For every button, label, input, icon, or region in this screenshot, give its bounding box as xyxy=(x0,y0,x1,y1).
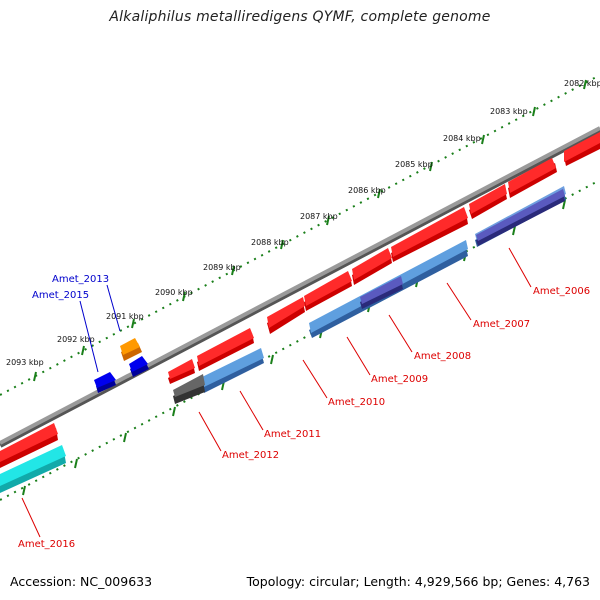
blue-gene-feature xyxy=(129,356,148,372)
scale-label: 2089 kbp xyxy=(203,263,241,272)
gene-feature xyxy=(168,359,195,379)
scale-label: 2085 kbp xyxy=(395,160,433,169)
scale-label: 2083 kbp xyxy=(490,107,528,116)
scale-label: 2084 kbp xyxy=(443,134,481,143)
scale-label: 2093 kbp xyxy=(6,358,44,367)
gene-labels: Amet_2006 Amet_2007 Amet_2008 Amet_2009 … xyxy=(18,274,590,550)
inner-ruler-line xyxy=(0,179,600,501)
leader-lines-red xyxy=(21,247,532,538)
gene-label: Amet_2009 xyxy=(371,374,428,385)
small-features xyxy=(94,338,149,393)
gene-label: Amet_2015 xyxy=(32,290,89,301)
topology-text: Topology: circular; Length: 4,929,566 bp… xyxy=(246,574,590,589)
gene-label: Amet_2010 xyxy=(328,397,385,408)
orange-gene-feature xyxy=(120,338,140,355)
gene-feature xyxy=(0,423,58,462)
gene-label: Amet_2008 xyxy=(414,351,471,362)
inner-ruler-major-ticks xyxy=(22,199,566,496)
gene-feature xyxy=(469,184,507,214)
scale-label: 2091 kbp xyxy=(106,312,144,321)
gene-feature xyxy=(197,328,254,366)
gene-feature xyxy=(173,374,205,397)
reverse-features xyxy=(0,186,566,493)
gene-feature xyxy=(476,189,565,241)
accession-text: Accession: NC_009633 xyxy=(10,574,153,589)
leader-lines-blue xyxy=(79,284,121,373)
scale-label: 2092 kbp xyxy=(57,335,95,344)
gene-feature xyxy=(0,445,66,486)
gene-label: Amet_2013 xyxy=(52,274,109,285)
gene-feature xyxy=(360,276,403,304)
scale-label: 2088 kbp xyxy=(251,238,289,247)
gene-label: Amet_2011 xyxy=(264,429,321,440)
gene-label: Amet_2006 xyxy=(533,286,590,297)
outer-ruler-line xyxy=(0,74,600,396)
scale-label: 2086 kbp xyxy=(348,186,386,195)
gene-feature xyxy=(202,348,264,387)
gene-label: Amet_2012 xyxy=(222,450,279,461)
scale-labels: 2082 kbp 2083 kbp 2084 kbp 2085 kbp 2086… xyxy=(6,79,600,367)
gene-feature xyxy=(391,207,468,257)
forward-features xyxy=(0,132,600,468)
gene-label: Amet_2016 xyxy=(18,539,75,550)
scale-label: 2090 kbp xyxy=(155,288,193,297)
map-title: Alkaliphilus metalliredigens QYMF, compl… xyxy=(109,9,491,25)
blue-gene-feature xyxy=(94,372,116,388)
gene-feature xyxy=(304,271,352,306)
genome-backbone xyxy=(0,126,600,445)
scale-label: 2082 kbp xyxy=(564,79,600,88)
gene-feature xyxy=(352,248,392,280)
gene-feature xyxy=(508,158,556,193)
outer-ruler-major-ticks xyxy=(33,79,587,382)
gene-feature xyxy=(564,132,600,162)
scale-label: 2087 kbp xyxy=(300,212,338,221)
gene-feature xyxy=(267,297,305,328)
gene-label: Amet_2007 xyxy=(473,319,530,330)
